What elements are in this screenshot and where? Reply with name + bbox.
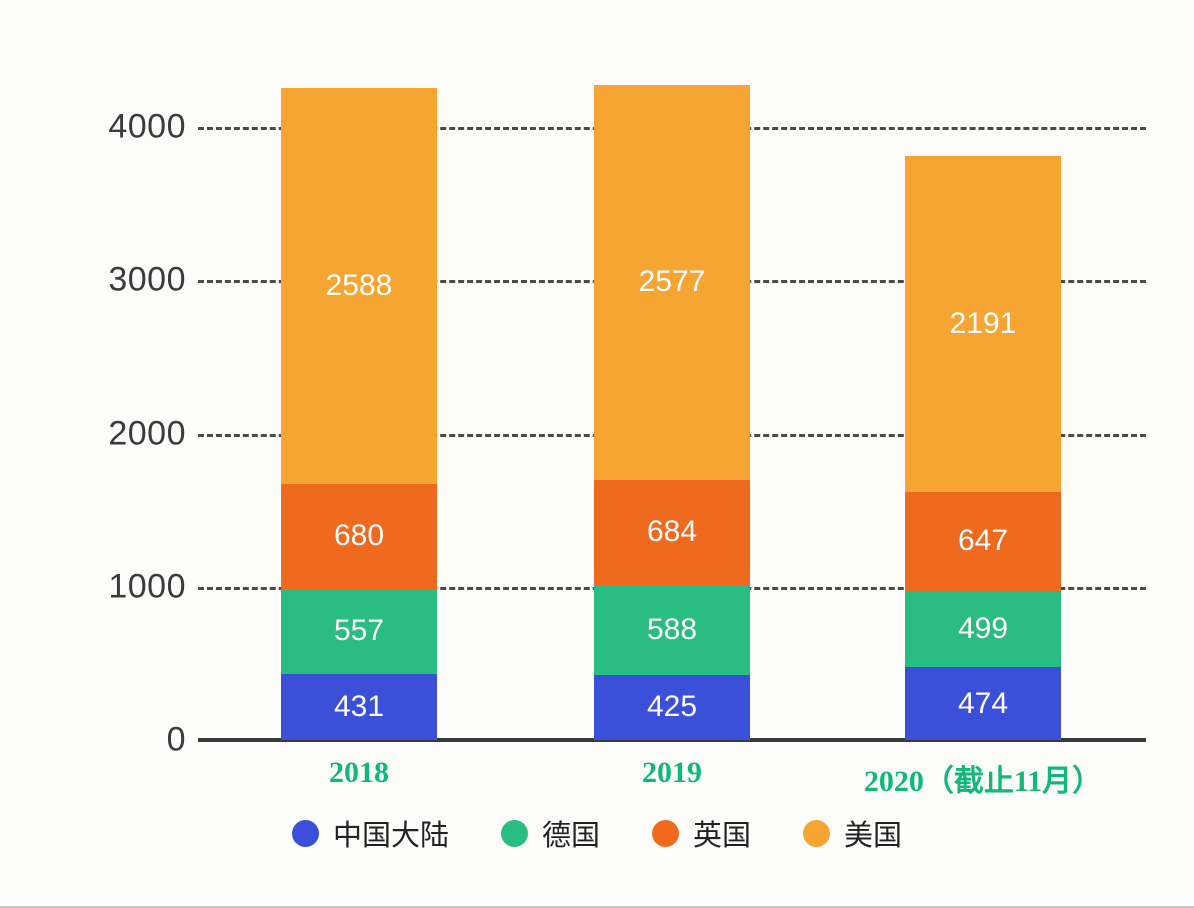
- segment-英国-2020（截止11月）: 647: [905, 491, 1061, 591]
- segment-value-label: 431: [333, 689, 385, 723]
- legend-dot-icon: [291, 819, 319, 847]
- legend-item-德国: 德国: [500, 812, 600, 854]
- legend-dot-icon: [652, 819, 679, 847]
- segment-中国大陆-2020（截止11月）: 474: [905, 667, 1061, 740]
- segment-value-label: 474: [957, 686, 1009, 720]
- segment-德国-2019: 588: [594, 584, 750, 675]
- y-tick-label-4000: 4000: [108, 107, 186, 146]
- segment-value-label: 2577: [638, 265, 706, 299]
- segment-英国-2018: 680: [281, 484, 437, 589]
- segment-德国-2020（截止11月）: 499: [905, 590, 1061, 668]
- segment-value-label: 425: [646, 690, 698, 724]
- y-tick-label-3000: 3000: [108, 260, 186, 299]
- segment-value-label: 647: [957, 524, 1009, 558]
- segment-中国大陆-2019: 425: [594, 674, 750, 740]
- x-tick-label-2020（截止11月）: 2020（截止11月）: [863, 765, 1103, 798]
- bottom-border: [0, 906, 1194, 908]
- legend-dot-icon: [500, 819, 528, 847]
- segment-美国-2019: 2577: [594, 85, 750, 480]
- x-tick-label-2019: 2019: [642, 756, 702, 789]
- segment-美国-2018: 2588: [281, 87, 437, 485]
- segment-value-label: 684: [646, 515, 698, 549]
- legend-label: 英国: [693, 820, 752, 852]
- segment-英国-2019: 684: [594, 479, 750, 585]
- bar-2019: 425 588 684 2577: [594, 85, 750, 740]
- segment-value-label: 680: [333, 519, 385, 553]
- segment-value-label: 557: [333, 614, 385, 648]
- y-tick-label-1000: 1000: [108, 567, 186, 606]
- segment-德国-2018: 557: [281, 588, 437, 674]
- legend-item-中国大陆: 中国大陆: [291, 812, 449, 854]
- segment-value-label: 588: [646, 612, 698, 646]
- bar-2020（截止11月）: 474 499 647 2191: [905, 156, 1061, 740]
- segment-美国-2020（截止11月）: 2191: [905, 156, 1061, 492]
- y-tick-label-2000: 2000: [108, 414, 186, 452]
- legend-dot-icon: [803, 819, 831, 847]
- legend-label: 中国大陆: [332, 820, 449, 852]
- legend-item-英国: 英国: [652, 812, 751, 854]
- chart-legend: 中国大陆 德国 英国 美国: [0, 812, 1194, 854]
- x-axis-line: [198, 738, 1146, 742]
- segment-value-label: 2588: [325, 269, 393, 303]
- legend-label: 美国: [844, 820, 903, 852]
- segment-value-label: 2191: [949, 306, 1017, 340]
- x-tick-label-2018: 2018: [329, 756, 389, 789]
- bar-2018: 431 557 680 2588: [281, 87, 437, 740]
- segment-中国大陆-2018: 431: [281, 673, 437, 740]
- y-tick-label-0: 0: [166, 720, 186, 759]
- segment-value-label: 499: [957, 612, 1009, 646]
- legend-item-美国: 美国: [803, 812, 902, 854]
- legend-label: 德国: [541, 820, 600, 852]
